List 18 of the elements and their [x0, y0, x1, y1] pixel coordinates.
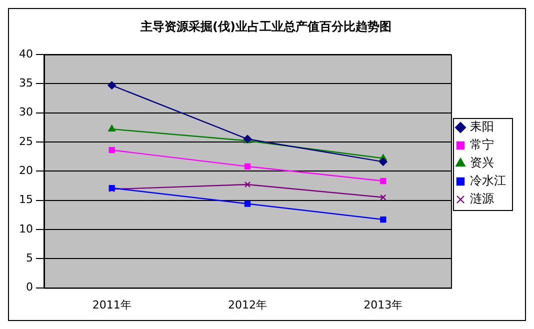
- x-tick-label: 2013年: [364, 298, 403, 312]
- y-tick-label: 0: [26, 280, 33, 294]
- y-tick-label: 5: [26, 251, 33, 264]
- chart-title: 主导资源采掘(伐)业占工业总产值百分比趋势图: [140, 19, 392, 34]
- y-tick-label: 30: [18, 106, 33, 119]
- y-tick-label: 10: [18, 222, 33, 236]
- y-tick-label: 40: [18, 47, 33, 60]
- legend-label: 涟源: [470, 192, 494, 206]
- legend-label: 耒阳: [470, 120, 494, 134]
- legend-label: 资兴: [470, 156, 494, 170]
- y-tick-label: 20: [18, 164, 33, 177]
- y-tick-label: 35: [18, 76, 33, 90]
- x-tick-label: 2012年: [228, 298, 267, 312]
- legend-label: 常宁: [470, 138, 494, 152]
- legend-label: 冷水江: [470, 174, 506, 188]
- y-tick-label: 25: [18, 134, 33, 148]
- y-tick-label: 15: [18, 193, 33, 206]
- x-tick-label: 2011年: [92, 298, 132, 312]
